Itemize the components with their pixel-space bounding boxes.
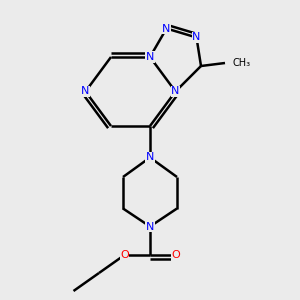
- Text: N: N: [81, 86, 90, 97]
- Text: CH₃: CH₃: [232, 58, 250, 68]
- Text: N: N: [192, 32, 201, 43]
- Text: N: N: [146, 221, 154, 232]
- Text: N: N: [146, 152, 154, 163]
- Text: O: O: [120, 250, 129, 260]
- Text: N: N: [171, 86, 180, 97]
- Text: N: N: [162, 23, 171, 34]
- Text: N: N: [146, 52, 154, 62]
- Text: O: O: [171, 250, 180, 260]
